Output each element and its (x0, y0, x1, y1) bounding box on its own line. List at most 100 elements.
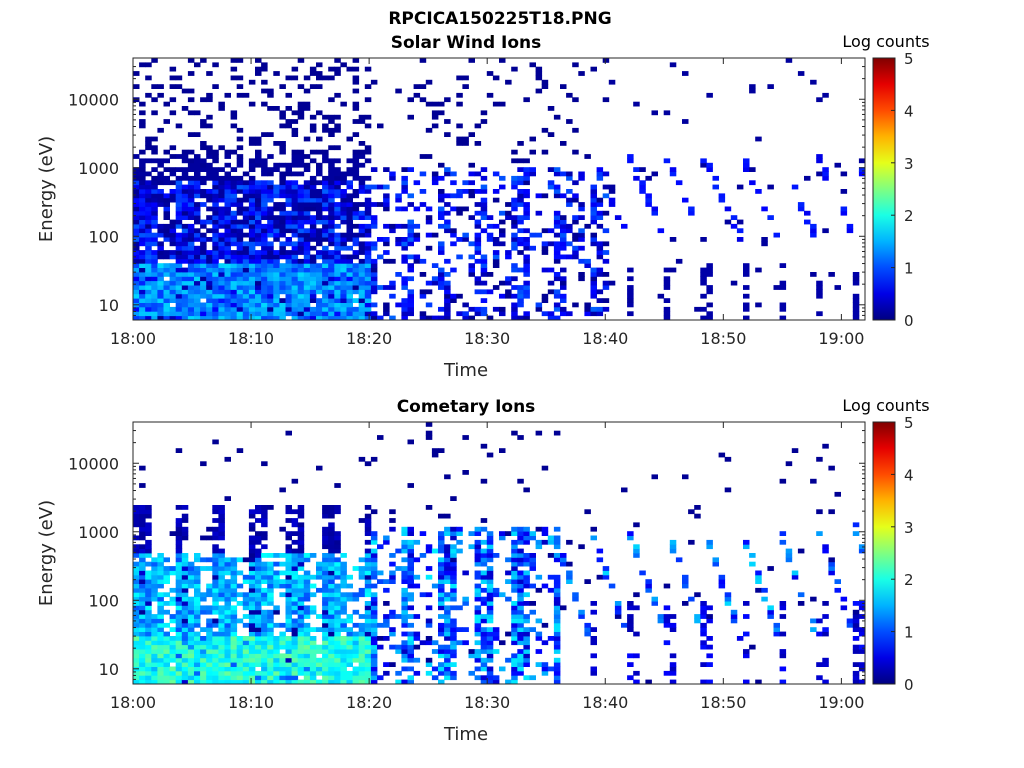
heatmap-cell (608, 184, 616, 190)
heatmap-cell (523, 189, 530, 194)
heatmap-cell (529, 675, 536, 681)
heatmap-cell (602, 570, 610, 576)
heatmap-cell (151, 675, 158, 681)
heatmap-cell (706, 267, 713, 273)
heatmap-cell (328, 605, 335, 611)
heatmap-cell (535, 232, 543, 238)
heatmap-cell (200, 679, 207, 685)
heatmap-cell (139, 622, 146, 628)
heatmap-cell (425, 670, 433, 676)
heatmap-cell (822, 544, 829, 550)
heatmap-cell (163, 206, 170, 212)
heatmap-cell (267, 561, 274, 567)
heatmap-cell (358, 154, 366, 159)
heatmap-cell (602, 228, 610, 234)
heatmap-cell (248, 162, 256, 168)
heatmap-cell (438, 245, 445, 251)
heatmap-cell (639, 570, 646, 576)
heatmap-cell (553, 557, 561, 563)
heatmap-cell (523, 167, 530, 172)
heatmap-cell (560, 219, 567, 225)
heatmap-cell (419, 189, 427, 194)
heatmap-cell (139, 526, 146, 532)
heatmap-cell (450, 553, 457, 558)
heatmap-cell (206, 272, 213, 277)
heatmap-cell (486, 215, 494, 220)
heatmap-cell (200, 293, 207, 299)
heatmap-cell (175, 587, 183, 593)
heatmap-cell (248, 539, 256, 545)
heatmap-cell (255, 662, 262, 667)
heatmap-cell (364, 223, 372, 229)
heatmap-cell (352, 250, 360, 255)
heatmap-cell (334, 505, 341, 510)
heatmap-cell (303, 587, 311, 593)
heatmap-cell (297, 636, 305, 641)
heatmap-cell (444, 675, 451, 681)
heatmap-cell (187, 675, 195, 681)
heatmap-cell (145, 193, 152, 199)
heatmap-cell (755, 136, 762, 142)
heatmap-cell (255, 306, 262, 312)
heatmap-cell (261, 666, 268, 672)
heatmap-cell (322, 206, 329, 212)
heatmap-cell (157, 180, 164, 186)
heatmap-cell (334, 171, 341, 177)
heatmap-cell (230, 272, 238, 277)
heatmap-cell (194, 587, 201, 593)
heatmap-cell (175, 557, 183, 563)
heatmap-cell (602, 97, 610, 103)
heatmap-cell (694, 592, 701, 598)
heatmap-cell (566, 119, 573, 124)
heatmap-cell (840, 189, 848, 194)
heatmap-cell (224, 640, 231, 646)
heatmap-cell (316, 71, 323, 76)
heatmap-cell (151, 237, 158, 242)
heatmap-cell (560, 223, 567, 229)
heatmap-cell (322, 267, 329, 273)
heatmap-cell (230, 110, 238, 116)
heatmap-cell (187, 653, 195, 659)
heatmap-cell (480, 189, 488, 194)
heatmap-cell (200, 267, 207, 273)
heatmap-cell (212, 175, 219, 181)
heatmap-cell (236, 136, 244, 142)
heatmap-cell (303, 106, 311, 111)
heatmap-cell (139, 653, 146, 659)
heatmap-cell (139, 596, 146, 602)
heatmap-cell (706, 263, 713, 268)
heatmap-cell (407, 622, 414, 628)
heatmap-cell (169, 223, 177, 229)
heatmap-cell (218, 531, 225, 536)
heatmap-cell (364, 631, 372, 637)
heatmap-cell (804, 219, 811, 225)
heatmap-cell (322, 263, 329, 268)
heatmap-cell (560, 241, 567, 247)
heatmap-cell (218, 263, 225, 268)
heatmap-cell (663, 614, 671, 619)
heatmap-cell (840, 596, 848, 602)
heatmap-cell (236, 662, 244, 667)
heatmap-cell (474, 605, 482, 611)
heatmap-cell (145, 258, 152, 264)
heatmap-cell (291, 657, 299, 663)
heatmap-cell (255, 609, 262, 615)
heatmap-cell (157, 197, 164, 203)
heatmap-cell (328, 280, 335, 286)
heatmap-cell (316, 219, 323, 225)
heatmap-cell (255, 302, 262, 308)
heatmap-cell (181, 640, 189, 646)
heatmap-cell (450, 267, 457, 273)
heatmap-cell (322, 618, 329, 624)
heatmap-cell (474, 587, 482, 593)
heatmap-cell (267, 627, 274, 632)
heatmap-cell (444, 657, 451, 663)
heatmap-cell (133, 653, 140, 659)
heatmap-cell (444, 561, 451, 567)
heatmap-cell (139, 579, 146, 584)
heatmap-cell (340, 202, 347, 207)
heatmap-cell (139, 574, 146, 580)
heatmap-cell (468, 58, 475, 63)
heatmap-cell (505, 579, 512, 584)
heatmap-cell (151, 293, 158, 299)
